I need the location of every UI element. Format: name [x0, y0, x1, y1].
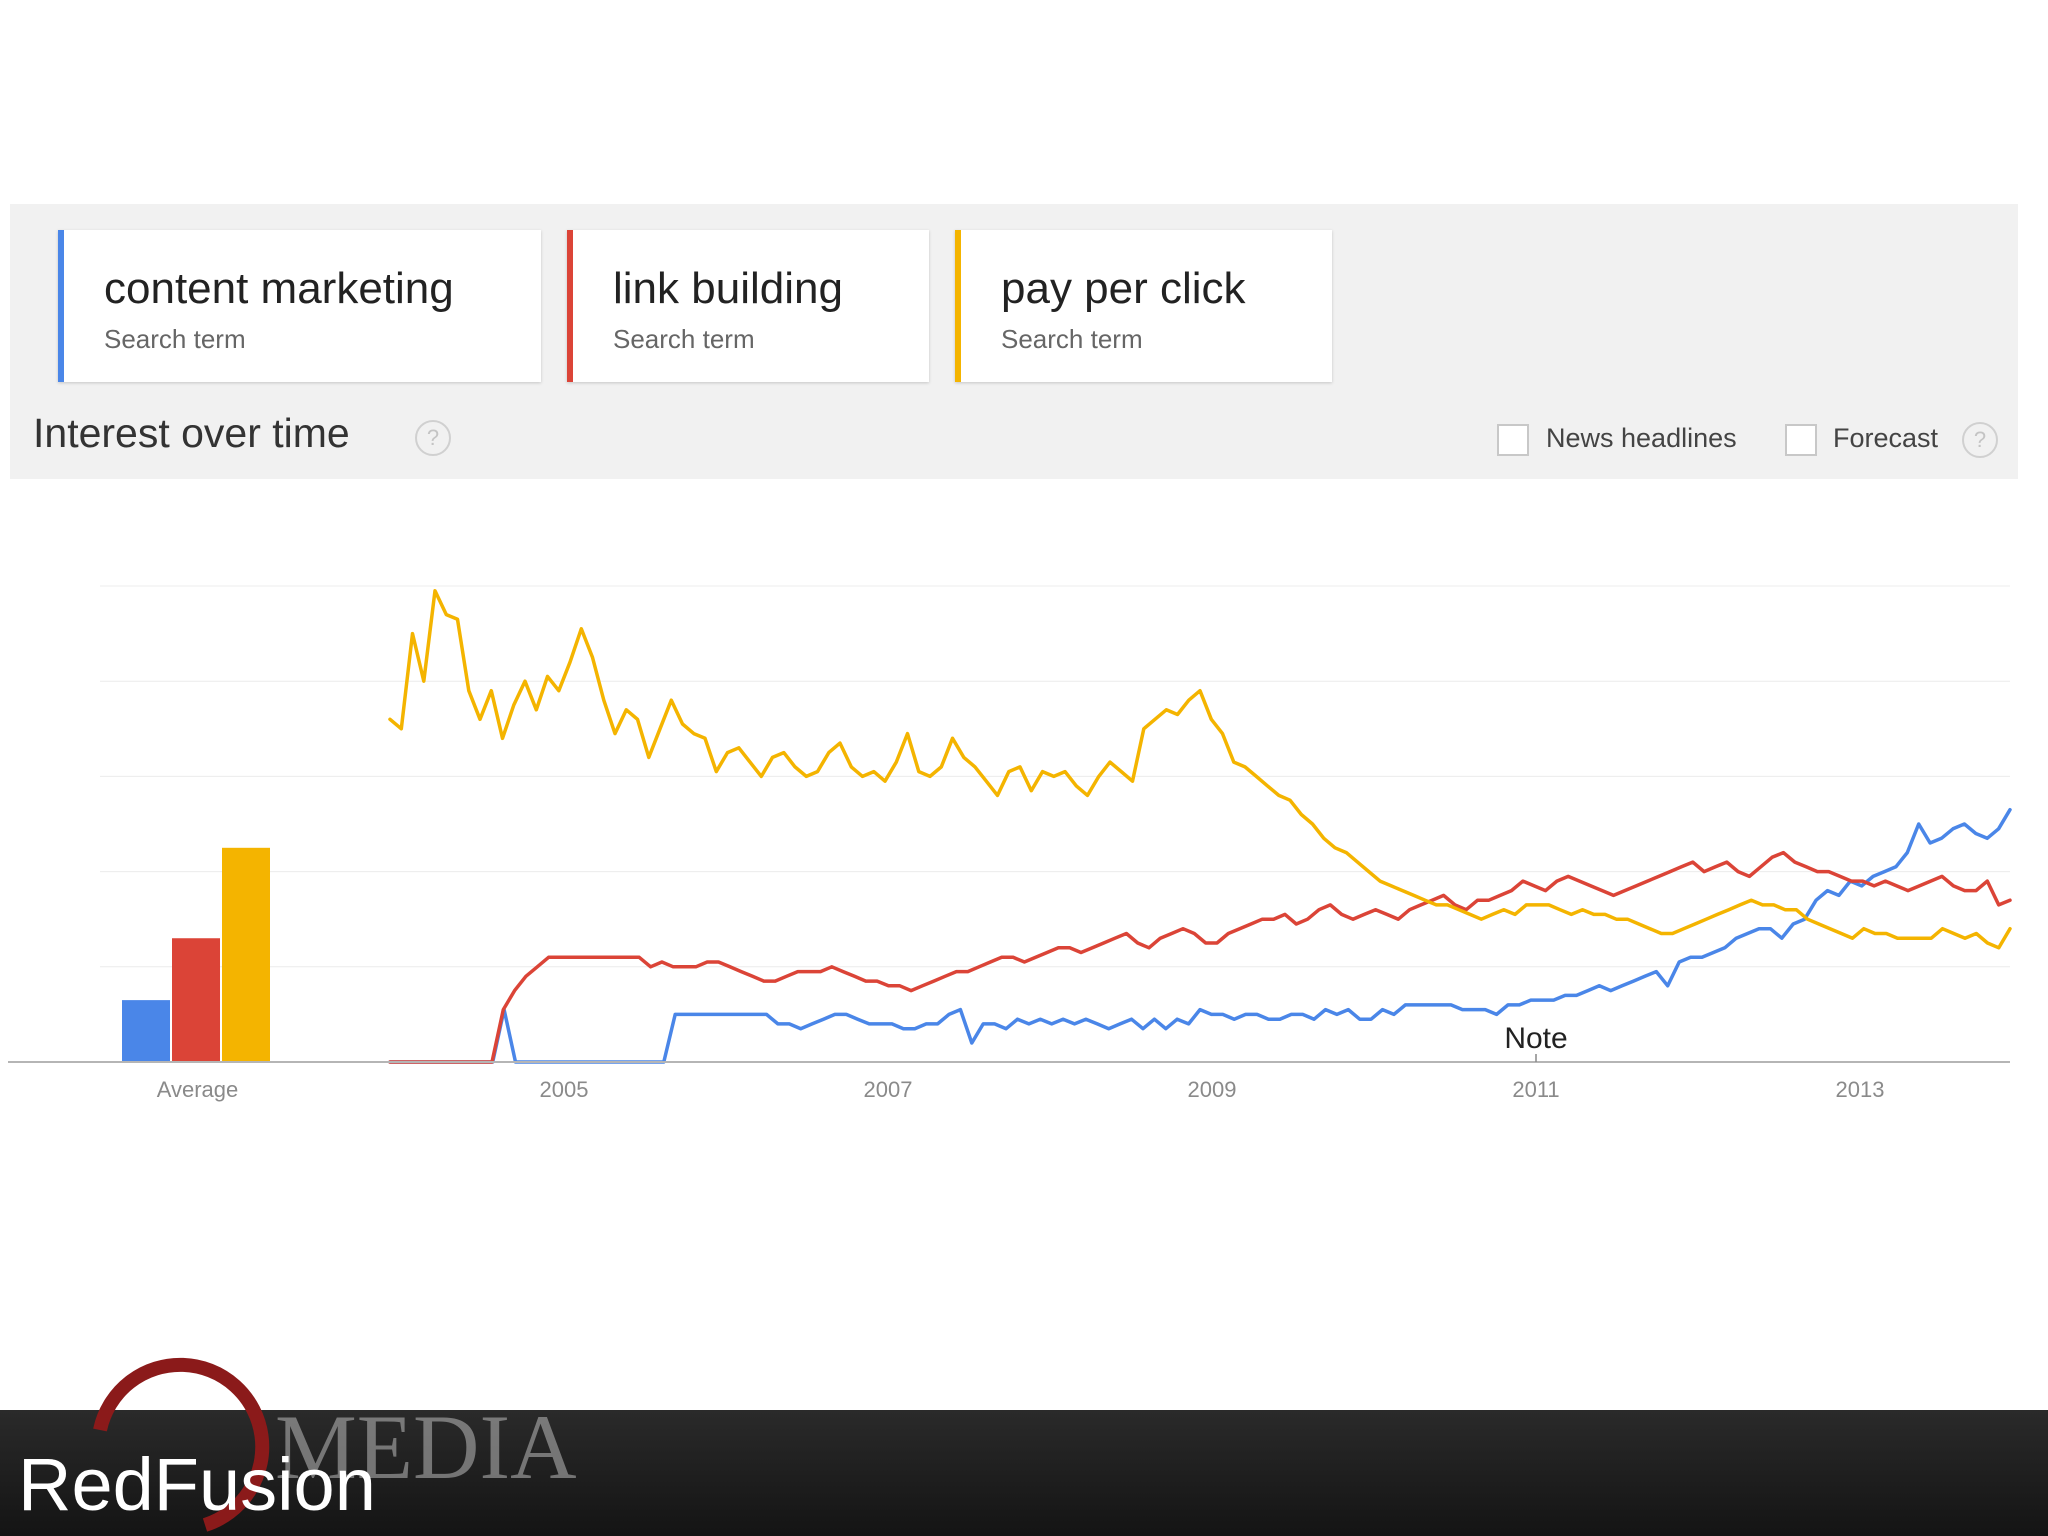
logo-text: RedFusion	[18, 1443, 376, 1526]
x-tick-label: 2007	[864, 1077, 913, 1102]
series-line	[388, 850, 2012, 1064]
x-tick-label: 2009	[1188, 1077, 1237, 1102]
term-color-bar	[567, 230, 573, 382]
search-term-card-link-building[interactable]: link building Search term	[567, 230, 929, 382]
footer-bar	[0, 1410, 2048, 1536]
search-term-name: link building	[613, 264, 843, 313]
news-headlines-checkbox[interactable]	[1497, 424, 1529, 456]
forecast-label: Forecast	[1833, 423, 1939, 453]
search-term-label: Search term	[104, 324, 246, 354]
forecast-checkbox[interactable]	[1785, 424, 1817, 456]
search-term-label: Search term	[1001, 324, 1143, 354]
logo-swoosh-icon	[93, 1357, 270, 1532]
average-label: Average	[157, 1077, 239, 1102]
x-tick-label: 2013	[1836, 1077, 1885, 1102]
search-term-card-content-marketing[interactable]: content marketing Search term	[58, 230, 541, 382]
term-color-bar	[58, 230, 64, 382]
logo-media-text: MEDIA	[275, 1396, 577, 1498]
news-headlines-label: News headlines	[1546, 423, 1737, 453]
redfusion-logo: MEDIA RedFusion	[18, 1357, 577, 1532]
series-line	[388, 807, 2012, 1064]
term-color-bar	[955, 230, 961, 382]
average-bar	[222, 847, 270, 1062]
interest-over-time-chart: Note 2005 2007 2009 2011 2013 Average	[8, 585, 2012, 1102]
x-tick-label: 2011	[1512, 1077, 1559, 1102]
search-term-name: content marketing	[104, 264, 454, 313]
search-term-card-pay-per-click[interactable]: pay per click Search term	[955, 230, 1332, 382]
average-bar	[122, 1000, 170, 1062]
search-term-name: pay per click	[1001, 264, 1246, 313]
help-icon[interactable]: ?	[415, 420, 451, 456]
average-bar	[172, 938, 220, 1062]
section-title: Interest over time	[33, 410, 350, 456]
x-tick-label: 2005	[540, 1077, 589, 1102]
search-term-label: Search term	[613, 324, 755, 354]
series-line	[388, 589, 2012, 950]
forecast-help-icon[interactable]: ?	[1962, 422, 1998, 458]
note-label: Note	[1504, 1022, 1567, 1055]
